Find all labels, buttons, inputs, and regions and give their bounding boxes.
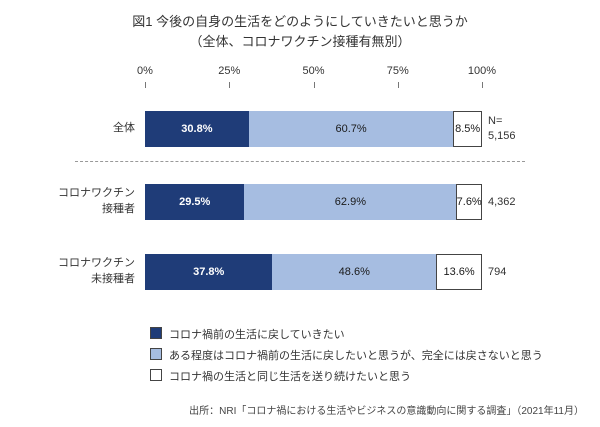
bars-container: 全体 30.8% 60.7% 8.5% N= 5,156 コロナワクチン 接種者 29.5% 62…	[0, 111, 600, 290]
legend-swatch	[150, 369, 162, 381]
n-number: 4,362	[488, 195, 516, 208]
n-value: 794	[482, 265, 600, 280]
axis-tick-label: 25%	[218, 65, 241, 77]
axis-tick-label: 75%	[386, 65, 409, 77]
axis-tick-mark	[482, 82, 483, 88]
bar-segment: 30.8%	[145, 111, 249, 147]
chart-title-line1: 図1 今後の自身の生活をどのようにしていきたいと思うか	[132, 14, 468, 29]
n-number: 794	[488, 265, 507, 278]
axis-tick-mark	[145, 82, 146, 88]
bar-segment: 13.6%	[436, 254, 482, 290]
axis-tick-label: 0%	[137, 65, 153, 77]
bar-segment: 48.6%	[272, 254, 437, 290]
legend-item: コロナ禍の生活と同じ生活を送り続けたいと思う	[150, 368, 600, 384]
axis-tick-label: 100%	[467, 65, 497, 77]
legend-item: ある程度はコロナ禍前の生活に戻したいと思うが、完全には戻さないと思う	[150, 347, 600, 363]
bar-row: 全体 30.8% 60.7% 8.5% N= 5,156	[0, 111, 600, 147]
legend-label: コロナ禍の生活と同じ生活を送り続けたいと思う	[169, 371, 411, 383]
stacked-bar: 30.8% 60.7% 8.5%	[145, 111, 482, 147]
stacked-bar: 29.5% 62.9% 7.6%	[145, 184, 482, 220]
axis-tick-label: 50%	[302, 65, 325, 77]
bar-category-label: 全体	[0, 121, 145, 137]
legend: コロナ禍前の生活に戻していきたいある程度はコロナ禍前の生活に戻したいと思うが、完…	[150, 326, 600, 384]
bar-category-label-line: 接種者	[102, 203, 135, 215]
legend-item: コロナ禍前の生活に戻していきたい	[150, 326, 600, 342]
bar-segment: 60.7%	[248, 111, 454, 147]
stacked-bar: 37.8% 48.6% 13.6%	[145, 254, 482, 290]
bar-category-label-line: コロナワクチン	[58, 187, 135, 200]
legend-label: コロナ禍前の生活に戻していきたい	[169, 329, 345, 341]
n-number: 5,156	[488, 130, 516, 142]
bar-segment: 37.8%	[145, 254, 273, 290]
n-value: N= 5,156	[482, 114, 600, 144]
bar-category-label: コロナワクチン接種者	[0, 186, 145, 218]
bar-row: コロナワクチン 接種者 29.5% 62.9% 7.6% 4,362	[0, 184, 600, 220]
bar-segment: 7.6%	[456, 184, 482, 220]
axis-tick-mark	[229, 82, 231, 88]
dashed-separator	[75, 161, 525, 162]
chart-area: 0% 25% 50% 75% 100% 全体 30.8% 60.7% 8.5% N= 5,156 コ…	[0, 65, 600, 290]
axis-row: 0% 25% 50% 75% 100%	[0, 65, 600, 89]
source-note: 出所：NRI「コロナ禍における生活やビジネスの意識動向に関する調査」（2021年…	[189, 406, 584, 417]
legend-label: ある程度はコロナ禍前の生活に戻したいと思うが、完全には戻さないと思う	[169, 350, 543, 362]
bar-category-label-line: コロナワクチン	[58, 257, 135, 270]
chart-title: 図1 今後の自身の生活をどのようにしていきたいと思うか （全体、コロナワクチン接…	[0, 0, 600, 51]
bar-segment: 8.5%	[453, 111, 482, 147]
n-prefix: N=	[488, 115, 503, 128]
x-axis: 0% 25% 50% 75% 100%	[137, 65, 496, 89]
axis-tick-mark	[313, 82, 315, 88]
bar-row: コロナワクチン 未接種者 37.8% 48.6% 13.6% 794	[0, 254, 600, 290]
bar-segment: 29.5%	[145, 184, 245, 220]
legend-swatch	[150, 327, 162, 339]
bar-category-label-line: 全体	[113, 122, 135, 135]
axis-tick-mark	[397, 82, 399, 88]
bar-category-label: コロナワクチン未接種者	[0, 256, 145, 288]
n-value: 4,362	[482, 195, 600, 210]
bar-segment: 62.9%	[244, 184, 457, 220]
chart-title-line2: （全体、コロナワクチン接種有無別）	[189, 33, 411, 49]
bar-category-label-line: 未接種者	[91, 273, 135, 285]
legend-swatch	[150, 348, 162, 360]
